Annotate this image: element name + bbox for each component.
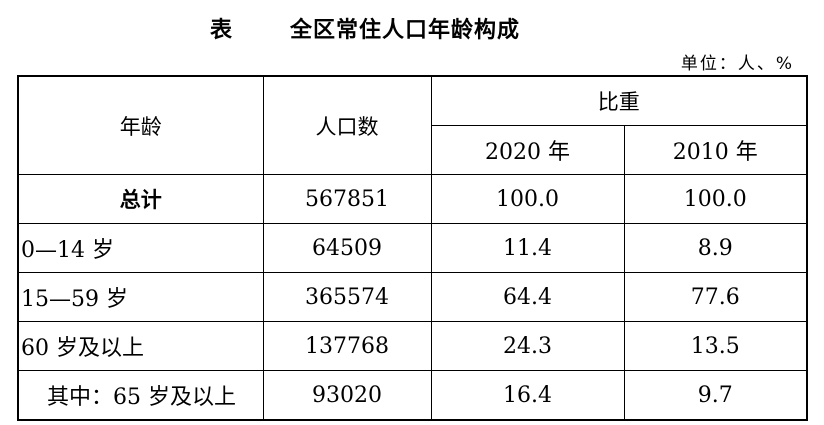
row-population: 137768: [262, 321, 432, 371]
row-proportion-2010: 77.6: [623, 272, 808, 322]
header-population: 人口数: [262, 75, 432, 175]
age-structure-table: 年龄 人口数 比重 2020 年 2010 年 总计 567851 100.0 …: [17, 75, 808, 421]
table-row: 0—14 岁 64509 11.4 8.9: [17, 223, 808, 273]
title-text: 全区常住人口年龄构成: [290, 18, 521, 43]
row-population: 365574: [262, 272, 432, 322]
header-proportion: 比重: [430, 75, 808, 126]
header-year-2020: 2020 年: [430, 125, 625, 175]
row-proportion-2020: 100.0: [430, 174, 625, 224]
row-proportion-2020: 11.4: [430, 223, 625, 273]
header-subrow: 2020 年 2010 年: [18, 125, 808, 175]
header-year-2010: 2010 年: [623, 125, 808, 175]
row-population: 93020: [262, 370, 432, 421]
row-proportion-2020: 64.4: [430, 272, 625, 322]
row-proportion-2010: 8.9: [623, 223, 808, 273]
table-row: 其中：65 岁及以上 93020 16.4 9.7: [17, 370, 808, 421]
row-age-label: 15—59 岁: [17, 272, 264, 322]
table-title: 表 全区常住人口年龄构成: [0, 8, 824, 44]
row-age-label: 其中：65 岁及以上: [17, 370, 264, 421]
row-proportion-2010: 13.5: [623, 321, 808, 371]
row-proportion-2010: 100.0: [623, 174, 808, 224]
header-age: 年龄: [17, 75, 264, 175]
row-proportion-2010: 9.7: [623, 370, 808, 421]
row-population: 64509: [262, 223, 432, 273]
table-row: 总计 567851 100.0 100.0: [17, 174, 808, 224]
row-age-label: 总计: [17, 174, 264, 224]
row-proportion-2020: 16.4: [430, 370, 625, 421]
row-population: 567851: [262, 174, 432, 224]
header-row: 年龄 人口数 比重: [17, 75, 808, 175]
title-prefix: 表: [210, 18, 233, 43]
row-age-label: 60 岁及以上: [17, 321, 264, 371]
row-proportion-2020: 24.3: [430, 321, 625, 371]
table-row: 15—59 岁 365574 64.4 77.6: [17, 272, 808, 322]
table-row: 60 岁及以上 137768 24.3 13.5: [17, 321, 808, 371]
unit-label: 单位：人、%: [680, 54, 794, 74]
row-age-label: 0—14 岁: [17, 223, 264, 273]
